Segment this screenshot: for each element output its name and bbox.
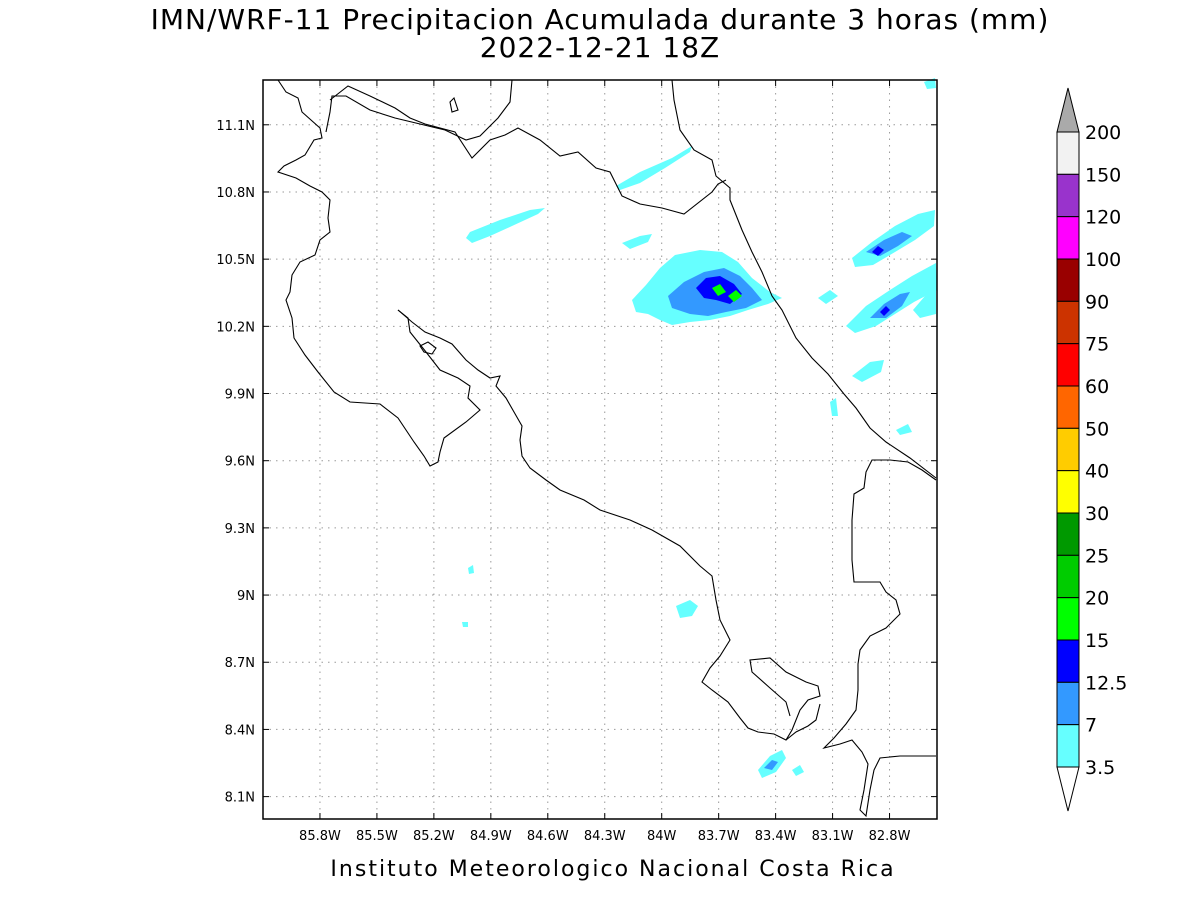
legend-color-box bbox=[1056, 173, 1080, 218]
isla-chira bbox=[419, 341, 437, 355]
legend-max-arrow bbox=[1056, 87, 1080, 133]
legend-level-label: 60 bbox=[1085, 376, 1109, 398]
legend-min-arrow bbox=[1056, 766, 1080, 812]
rain-core-ne-2 bbox=[870, 292, 910, 318]
legend-color-box bbox=[1056, 343, 1080, 387]
rain-patch-small-2 bbox=[462, 622, 468, 627]
rain-patch-small-3 bbox=[830, 398, 838, 416]
legend-level-label: 150 bbox=[1085, 164, 1121, 186]
legend-level-label: 30 bbox=[1085, 503, 1109, 525]
rain-patch-small-5 bbox=[792, 765, 804, 776]
footer-credit: Instituto Meteorologico Nacional Costa R… bbox=[330, 857, 896, 882]
map-frame bbox=[262, 79, 938, 820]
rain-peak-2 bbox=[728, 290, 742, 302]
legend-color-box bbox=[1056, 724, 1080, 768]
lat-tick-label: 9.9N bbox=[225, 388, 255, 403]
rain-patch-small-1 bbox=[468, 565, 474, 574]
legend-color-box bbox=[1056, 300, 1080, 345]
legend-level-label: 12.5 bbox=[1085, 672, 1127, 694]
lon-tick-label: 84.6W bbox=[527, 829, 569, 844]
legend-level-label: 50 bbox=[1085, 418, 1109, 440]
legend-color-box bbox=[1056, 597, 1080, 641]
lat-tick-label: 9.6N bbox=[225, 455, 255, 470]
precipitation-field bbox=[462, 78, 937, 778]
legend-level-label: 7 bbox=[1085, 715, 1097, 737]
legend-color-box bbox=[1056, 554, 1080, 599]
lat-tick-label: 9N bbox=[237, 589, 255, 604]
rain-core-osa bbox=[764, 760, 778, 770]
gulf-nicoya-shore bbox=[397, 309, 821, 741]
lake-nicaragua-shore bbox=[325, 79, 513, 141]
rain-max-ne-2 bbox=[880, 306, 890, 316]
lon-tick-label: 83.7W bbox=[698, 829, 740, 844]
legend-color-box bbox=[1056, 681, 1080, 726]
legend-color-box bbox=[1056, 131, 1080, 175]
legend-level-label: 40 bbox=[1085, 461, 1109, 483]
legend-level-label: 20 bbox=[1085, 588, 1109, 610]
legend-level-label: 15 bbox=[1085, 630, 1109, 652]
rain-max-ne-1 bbox=[872, 246, 884, 256]
rain-patch-north-central bbox=[466, 208, 545, 243]
lat-tick-label: 8.4N bbox=[225, 723, 255, 738]
lat-tick-label: 10.8N bbox=[216, 186, 255, 201]
legend-level-label: 25 bbox=[1085, 545, 1109, 567]
legend-level-label: 75 bbox=[1085, 334, 1109, 356]
longitude-ticks: 85.8W 85.5W 85.2W 84.9W 84.6W 84.3W 84W 83.7W 83… bbox=[299, 80, 911, 844]
rain-patch-east-2 bbox=[913, 290, 936, 318]
legend-level-label: 3.5 bbox=[1085, 757, 1115, 779]
legend-color-box bbox=[1056, 470, 1080, 514]
lake-islet bbox=[449, 96, 459, 113]
caribbean-coast bbox=[671, 79, 937, 479]
lon-tick-label: 84W bbox=[647, 829, 677, 844]
latitude-ticks: 11.1N 10.8N 10.5N 10.2N 9.9N 9.6N 9.3N 9N 8.7N 8.… bbox=[216, 119, 937, 806]
lon-tick-label: 83.1W bbox=[812, 829, 854, 844]
nicaragua-border bbox=[329, 85, 727, 215]
rain-patch-north-2 bbox=[622, 234, 652, 249]
legend-color-box bbox=[1056, 385, 1080, 429]
burica-coast bbox=[785, 703, 821, 741]
rain-patch-caribbean bbox=[852, 360, 884, 382]
rain-patch-east-1 bbox=[818, 290, 838, 304]
lon-tick-label: 83.4W bbox=[755, 829, 797, 844]
legend-level-label: 90 bbox=[1085, 291, 1109, 313]
rain-peak-1 bbox=[712, 284, 726, 296]
grid-lines bbox=[263, 80, 937, 819]
lon-tick-label: 85.5W bbox=[356, 829, 398, 844]
map-subtitle: 2022-12-21 18Z bbox=[479, 31, 721, 64]
lat-tick-label: 8.1N bbox=[225, 791, 255, 806]
lat-tick-label: 10.2N bbox=[216, 320, 255, 335]
rain-patch-ne-2 bbox=[846, 263, 937, 333]
legend-color-box bbox=[1056, 216, 1080, 260]
legend-color-box bbox=[1056, 639, 1080, 683]
map-title: IMN/WRF-11 Precipitacion Acumulada duran… bbox=[150, 3, 1050, 36]
lat-tick-label: 11.1N bbox=[216, 119, 255, 134]
legend-color-box bbox=[1056, 258, 1080, 302]
legend-level-label: 100 bbox=[1085, 249, 1121, 271]
legend-level-label: 120 bbox=[1085, 207, 1121, 229]
lat-tick-label: 10.5N bbox=[216, 253, 255, 268]
legend-color-box bbox=[1056, 427, 1080, 472]
rain-patch-north-coast bbox=[616, 146, 692, 190]
pacific-coast-north bbox=[276, 79, 481, 467]
lat-tick-label: 9.3N bbox=[225, 522, 255, 537]
lon-tick-label: 85.2W bbox=[413, 829, 455, 844]
legend-color-box bbox=[1056, 512, 1080, 556]
lon-tick-label: 84.9W bbox=[470, 829, 512, 844]
color-scale-legend: 3.5 7 12.5 15 20 25 30 40 50 60 75 90 100 120 150 200 bbox=[1056, 87, 1127, 812]
rain-patch-east-3 bbox=[896, 424, 912, 435]
lat-tick-label: 8.7N bbox=[225, 656, 255, 671]
rain-patch-golfito bbox=[676, 600, 698, 618]
legend-level-label: 200 bbox=[1085, 122, 1121, 144]
coastline bbox=[276, 79, 937, 818]
lon-tick-label: 85.8W bbox=[299, 829, 341, 844]
lon-tick-label: 82.8W bbox=[869, 829, 911, 844]
lon-tick-label: 84.3W bbox=[584, 829, 626, 844]
panama-border bbox=[822, 459, 937, 818]
